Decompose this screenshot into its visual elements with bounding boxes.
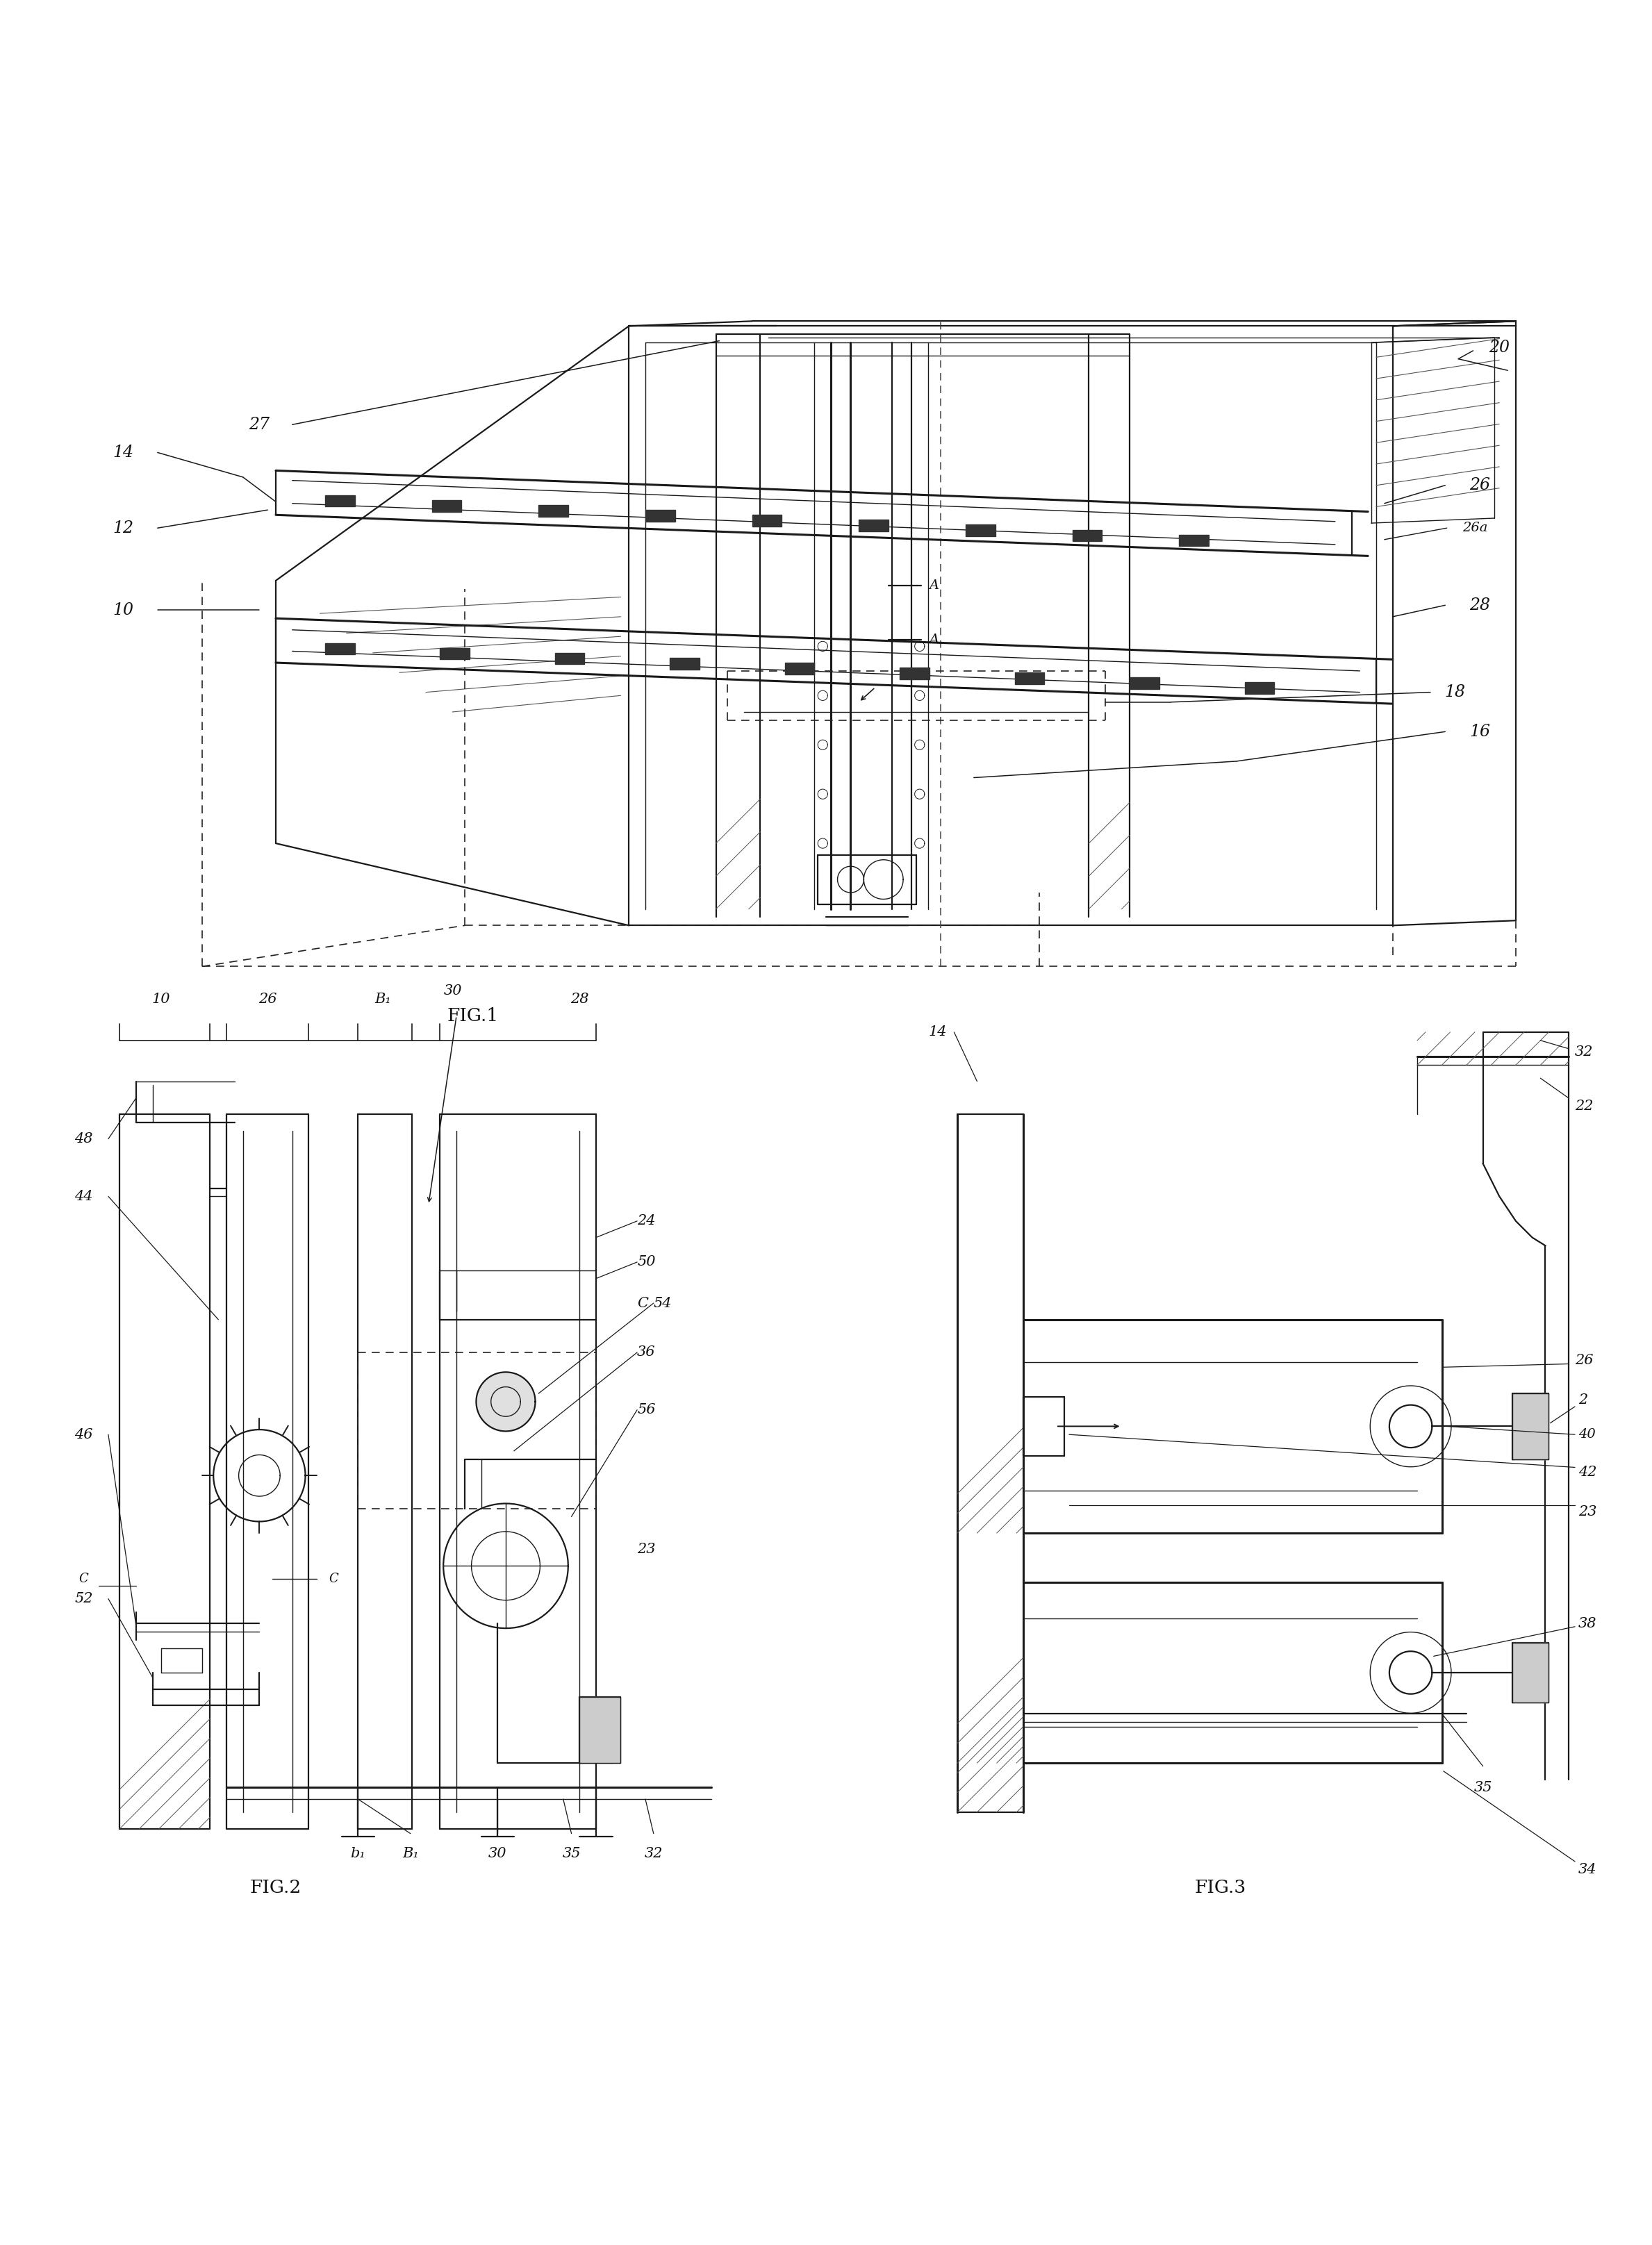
Text: 26: 26: [1469, 478, 1490, 494]
Text: 44: 44: [74, 1190, 93, 1203]
Text: FIG.1: FIG.1: [448, 1008, 499, 1024]
Text: 46: 46: [74, 1428, 93, 1441]
Text: 30: 30: [489, 1848, 507, 1859]
Text: 26a: 26a: [1462, 521, 1487, 534]
Text: 48: 48: [74, 1131, 93, 1145]
Bar: [1014, 674, 1044, 685]
Text: 38: 38: [1578, 1616, 1596, 1630]
Bar: [671, 658, 699, 669]
Text: 14: 14: [928, 1026, 947, 1039]
Text: 28: 28: [1469, 597, 1490, 613]
Polygon shape: [1513, 1643, 1548, 1702]
Text: 27: 27: [249, 418, 269, 433]
Text: FIG.2: FIG.2: [249, 1879, 302, 1897]
Text: 54: 54: [654, 1298, 672, 1309]
Circle shape: [1389, 1652, 1432, 1695]
Text: 42: 42: [1578, 1466, 1596, 1479]
Circle shape: [1389, 1405, 1432, 1448]
Bar: [555, 653, 585, 665]
Bar: [325, 642, 355, 656]
Bar: [1246, 682, 1274, 694]
Text: 34: 34: [1578, 1863, 1596, 1877]
Text: 23: 23: [1578, 1504, 1596, 1518]
Bar: [966, 525, 995, 537]
Text: 35: 35: [562, 1848, 580, 1859]
Bar: [752, 514, 781, 525]
Bar: [539, 505, 568, 516]
Text: 12: 12: [112, 521, 134, 537]
Text: 26: 26: [258, 992, 278, 1006]
Text: FIG.3: FIG.3: [1194, 1879, 1246, 1897]
Text: A: A: [930, 633, 940, 647]
Text: 20: 20: [1488, 339, 1510, 355]
Text: 24: 24: [638, 1215, 656, 1228]
Text: 35: 35: [1474, 1780, 1492, 1794]
Bar: [859, 521, 889, 532]
Bar: [646, 510, 676, 521]
Text: 52: 52: [74, 1592, 93, 1605]
Bar: [900, 667, 930, 680]
Text: 32: 32: [644, 1848, 662, 1859]
Text: 10: 10: [112, 602, 134, 617]
Bar: [1072, 530, 1102, 541]
Text: 36: 36: [638, 1345, 656, 1358]
Text: 14: 14: [112, 445, 134, 460]
Text: 32: 32: [1574, 1046, 1593, 1057]
Bar: [785, 662, 814, 674]
Bar: [1130, 678, 1160, 689]
Text: 26: 26: [1574, 1354, 1593, 1367]
Polygon shape: [1513, 1394, 1548, 1459]
Text: 28: 28: [570, 992, 588, 1006]
Text: 2: 2: [1578, 1394, 1588, 1408]
Text: 50: 50: [638, 1255, 656, 1268]
Text: 23: 23: [638, 1542, 656, 1556]
Text: 22: 22: [1574, 1100, 1593, 1114]
Bar: [431, 501, 461, 512]
Text: C: C: [638, 1298, 648, 1309]
Text: 56: 56: [638, 1403, 656, 1417]
Bar: [1180, 534, 1209, 546]
Circle shape: [476, 1372, 535, 1432]
Text: 16: 16: [1469, 723, 1490, 739]
Text: B₁: B₁: [375, 992, 392, 1006]
Bar: [439, 649, 469, 660]
Text: C: C: [329, 1574, 339, 1585]
Text: A: A: [930, 579, 940, 593]
Bar: [325, 496, 355, 507]
Text: B₁: B₁: [401, 1848, 418, 1859]
Text: C: C: [79, 1574, 89, 1585]
Text: 10: 10: [152, 992, 170, 1006]
Text: 40: 40: [1578, 1428, 1596, 1441]
Text: 30: 30: [444, 986, 463, 997]
Text: 18: 18: [1444, 685, 1465, 700]
Text: b₁: b₁: [350, 1848, 365, 1859]
Polygon shape: [580, 1697, 621, 1762]
